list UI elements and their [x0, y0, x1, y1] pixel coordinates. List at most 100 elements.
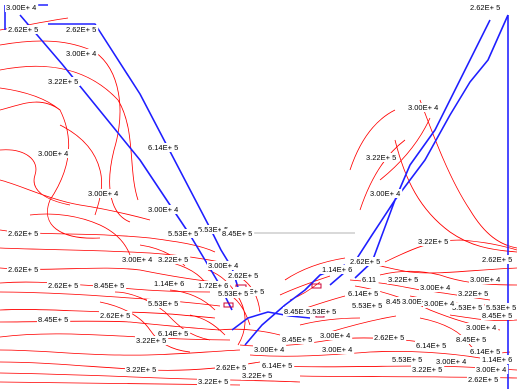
- contour-value-label: 2.62E+ 5: [66, 25, 96, 34]
- contour-label-bg: [121, 255, 155, 264]
- contour-label-bg: [261, 361, 295, 370]
- contour-value-label: 3.22E+ 5: [412, 365, 442, 374]
- contour-value-label: 3.22E+ 5: [198, 377, 228, 386]
- contour-label-bg: [7, 229, 41, 238]
- contour-value-label: 2.62E+ 5: [228, 271, 258, 280]
- contour-labels: 3.00E+ 4 2.62E+ 52.62E+ 5 2.62E+ 53.00E+ 4…: [5, 3, 517, 386]
- contour-value-label: 3.22E+ 5: [418, 237, 448, 246]
- contour-value-label: 6.14E+ 5: [148, 143, 178, 152]
- contour-value-label: 6.14E+ 5: [158, 329, 188, 338]
- contour-value-label: 3.00E+ 4: [436, 357, 466, 366]
- contour-label-bg: [153, 279, 187, 288]
- contour-label-bg: [419, 283, 453, 292]
- contour-line: [59, 124, 103, 216]
- contour-value-label: 3.22E+ 5: [366, 153, 396, 162]
- contour-line: [449, 314, 517, 321]
- contour-line: [0, 247, 221, 263]
- contour-label-bg: [373, 333, 407, 342]
- contour-line: [359, 139, 406, 211]
- contour-value-label: 5.53E+ 5: [218, 289, 248, 298]
- contour-value-label: 5.53E+ 5: [198, 225, 228, 234]
- contour-label-bg: [47, 77, 81, 86]
- contour-label-bg: [87, 189, 121, 198]
- contour-value-label: 3.00E+ 4: [370, 189, 400, 198]
- contour-label-bg: [469, 3, 503, 12]
- contour-label-bg: [99, 311, 133, 320]
- contour-label-bg: [65, 49, 99, 58]
- contour-label-bg: [37, 149, 71, 158]
- contour-value-label: 2.62E+ 5: [468, 375, 498, 384]
- contour-value-label: 6.11: [362, 275, 376, 284]
- contour-line: [329, 315, 397, 333]
- contour-label-bg: [387, 275, 421, 284]
- contour-line: [114, 291, 211, 341]
- contour-value-label: 3.00E+ 4: [322, 345, 352, 354]
- contour-label-bg: [147, 299, 181, 308]
- contour-label-bg: [215, 363, 249, 372]
- contour-label-bg: [7, 25, 41, 34]
- center-wedge-inner: [231, 311, 311, 331]
- contour-label-bg: [217, 289, 251, 298]
- contour-line: [0, 320, 221, 331]
- contour-line: [217, 328, 281, 336]
- contour-value-label: 2.62E+ 5: [350, 257, 380, 266]
- contour-label-bg: [157, 255, 191, 264]
- contour-line: [0, 149, 71, 206]
- contour-label-bg: [407, 103, 441, 112]
- contour-label-bg: [5, 3, 39, 12]
- contour-line: [284, 257, 346, 281]
- contour-line: [379, 270, 517, 286]
- contour-label-bg: [305, 307, 339, 316]
- contour-label-bg: [361, 275, 379, 284]
- contour-value-label: 3.00E+ 4: [420, 283, 450, 292]
- contour-value-label: 2.62E+ 5: [8, 25, 38, 34]
- contour-label-bg: [93, 281, 127, 290]
- contour-value-label: 2.62E+ 5: [100, 311, 130, 320]
- contour-label-bg: [347, 289, 381, 298]
- contour-value-label: 3.00E+ 4: [38, 149, 68, 158]
- contour-value-label: 3.00E+ 4: [470, 275, 500, 284]
- contour-label-bg: [157, 329, 191, 338]
- contour-value-label: 6.14E+ 5: [416, 341, 446, 350]
- contour-line: [249, 350, 481, 359]
- contour-label-bg: [125, 365, 159, 374]
- contour-value-label: 8.45E+ 5: [284, 307, 314, 316]
- contour-value-label: 3.00E+ 4: [466, 323, 496, 332]
- contour-value-label: 2.62E+ 5: [470, 3, 500, 12]
- contour-line: [394, 139, 517, 253]
- contour-value-label: 2.62E+ 5: [48, 281, 78, 290]
- contour-value-label: 3.00E+ 4: [88, 189, 118, 198]
- contour-value-label: 6.14E+ 5: [262, 361, 292, 370]
- contour-line: [207, 269, 246, 346]
- contour-value-label: 3.00E+ 4: [122, 255, 152, 264]
- contour-label-bg: [321, 345, 355, 354]
- contour-label-bg: [65, 25, 99, 34]
- contour-value-label: 3.00E+ 4: [424, 299, 454, 308]
- contour-line: [0, 17, 69, 31]
- contour-label-bg: [481, 355, 515, 364]
- contour-label-bg: [241, 371, 275, 380]
- contour-line: [379, 117, 431, 181]
- contour-label-bg: [349, 257, 383, 266]
- contour-value-label: 2.62E+ 5: [482, 255, 512, 264]
- contour-line: [189, 314, 226, 336]
- contour-line: [384, 239, 517, 263]
- contour-label-bg: [197, 377, 231, 386]
- contour-value-label: 6.14E+ 5: [348, 289, 378, 298]
- contour-line: [99, 301, 191, 353]
- marker: [223, 302, 234, 308]
- contour-label-bg: [423, 299, 457, 308]
- contour-label-bg: [417, 237, 451, 246]
- contour-value-label: 8.45E+ 5: [482, 311, 512, 320]
- contour-value-label: 6.14E+ 5: [470, 347, 500, 356]
- contour-value-label: 1.14E+ 6: [482, 355, 512, 364]
- contour-line: [349, 109, 396, 171]
- contour-line: [299, 317, 361, 326]
- contour-value-label: 3.00E+ 4: [254, 345, 284, 354]
- contour-label-bg: [47, 281, 81, 290]
- contour-label-bg: [351, 301, 385, 310]
- contour-value-label: 2.62E+ 5: [374, 333, 404, 342]
- contour-label-bg: [401, 297, 435, 306]
